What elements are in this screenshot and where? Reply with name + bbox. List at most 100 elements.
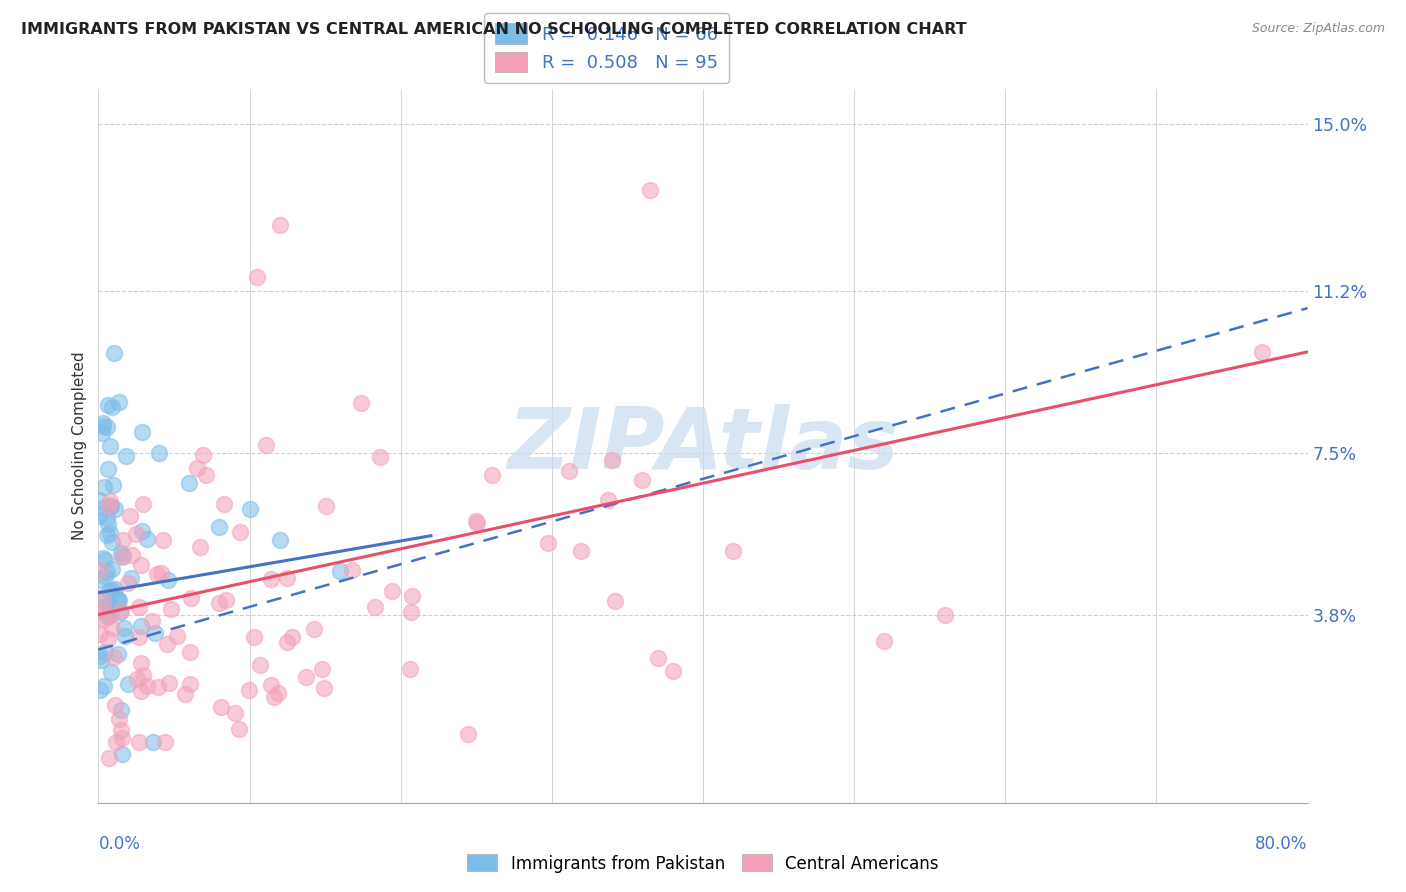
- Point: [97, 462, 120, 476]
- Point: [146, 680, 169, 694]
- Point: [98, 526, 121, 541]
- Point: [111, 549, 134, 563]
- Point: [91, 417, 114, 431]
- Point: [112, 621, 135, 635]
- Point: [314, 681, 336, 695]
- Point: [96, 632, 118, 646]
- Point: [269, 218, 291, 232]
- Point: [91, 593, 114, 607]
- Text: 80.0%: 80.0%: [1256, 835, 1308, 853]
- Point: [465, 515, 488, 529]
- Point: [128, 734, 150, 748]
- Point: [108, 395, 131, 409]
- Point: [224, 706, 246, 721]
- Point: [93, 553, 115, 567]
- Point: [105, 591, 128, 606]
- Point: [329, 564, 352, 578]
- Point: [260, 572, 283, 586]
- Point: [93, 480, 115, 494]
- Point: [638, 183, 661, 197]
- Point: [873, 633, 896, 648]
- Point: [242, 630, 264, 644]
- Point: [110, 723, 132, 738]
- Point: [148, 445, 170, 459]
- Point: [401, 605, 423, 619]
- Point: [108, 605, 131, 619]
- Point: [89, 601, 111, 615]
- Point: [142, 735, 165, 749]
- Point: [93, 679, 115, 693]
- Point: [101, 561, 124, 575]
- Point: [97, 499, 120, 513]
- Point: [115, 449, 138, 463]
- Point: [117, 677, 139, 691]
- Point: [179, 645, 201, 659]
- Point: [94, 569, 117, 583]
- Point: [89, 649, 111, 664]
- Point: [101, 621, 124, 635]
- Legend: R =  0.146   N = 66, R =  0.508   N = 95: R = 0.146 N = 66, R = 0.508 N = 95: [484, 12, 728, 83]
- Point: [89, 591, 111, 605]
- Text: IMMIGRANTS FROM PAKISTAN VS CENTRAL AMERICAN NO SCHOOLING COMPLETED CORRELATION : IMMIGRANTS FROM PAKISTAN VS CENTRAL AMER…: [21, 22, 967, 37]
- Point: [269, 533, 291, 548]
- Point: [96, 609, 118, 624]
- Point: [295, 670, 318, 684]
- Point: [98, 584, 121, 599]
- Point: [600, 452, 623, 467]
- Point: [381, 583, 404, 598]
- Point: [97, 607, 120, 622]
- Point: [96, 511, 118, 525]
- Point: [481, 468, 503, 483]
- Point: [128, 599, 150, 614]
- Point: [89, 493, 111, 508]
- Point: [174, 687, 197, 701]
- Point: [467, 516, 489, 530]
- Point: [100, 665, 122, 679]
- Point: [159, 602, 181, 616]
- Point: [304, 623, 326, 637]
- Point: [108, 592, 131, 607]
- Point: [208, 520, 231, 534]
- Point: [157, 676, 180, 690]
- Point: [246, 270, 269, 285]
- Point: [180, 591, 202, 605]
- Point: [101, 400, 124, 414]
- Point: [249, 657, 271, 672]
- Point: [368, 450, 391, 464]
- Point: [96, 527, 118, 541]
- Point: [263, 690, 285, 705]
- Point: [104, 582, 127, 597]
- Point: [98, 597, 121, 611]
- Point: [98, 499, 121, 513]
- Point: [112, 533, 135, 547]
- Point: [136, 679, 159, 693]
- Point: [103, 649, 125, 664]
- Point: [398, 662, 420, 676]
- Point: [91, 500, 114, 515]
- Point: [129, 656, 152, 670]
- Point: [98, 608, 121, 623]
- Point: [91, 419, 114, 434]
- Point: [190, 540, 212, 554]
- Point: [98, 751, 121, 765]
- Point: [136, 532, 159, 546]
- Point: [91, 551, 114, 566]
- Point: [228, 723, 250, 737]
- Point: [276, 635, 298, 649]
- Point: [631, 474, 654, 488]
- Point: [91, 426, 114, 441]
- Point: [129, 684, 152, 698]
- Point: [647, 651, 669, 665]
- Point: [212, 497, 235, 511]
- Point: [156, 637, 179, 651]
- Legend: Immigrants from Pakistan, Central Americans: Immigrants from Pakistan, Central Americ…: [461, 847, 945, 880]
- Point: [110, 703, 132, 717]
- Point: [569, 544, 592, 558]
- Point: [100, 600, 122, 615]
- Point: [89, 682, 111, 697]
- Text: 0.0%: 0.0%: [98, 835, 141, 853]
- Point: [96, 419, 118, 434]
- Point: [89, 509, 111, 524]
- Point: [238, 682, 260, 697]
- Point: [97, 516, 120, 531]
